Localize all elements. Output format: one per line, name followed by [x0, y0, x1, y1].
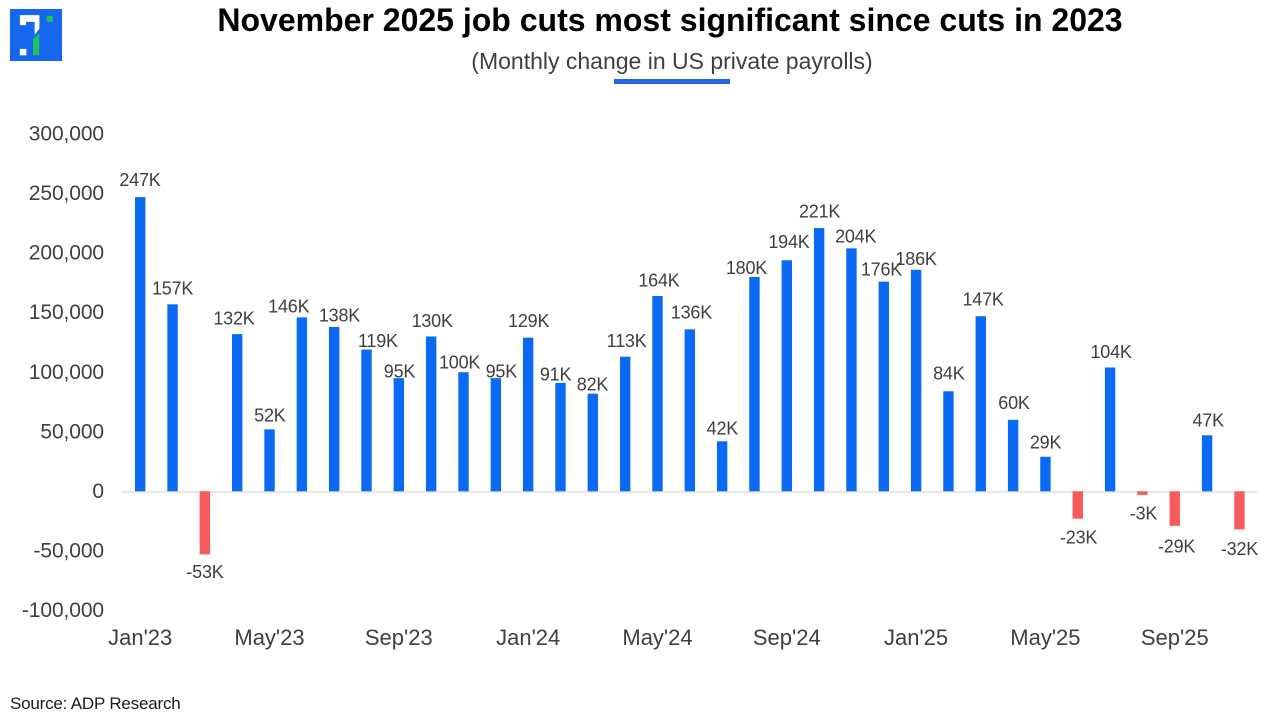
- svg-text:147K: 147K: [962, 289, 1003, 309]
- svg-text:-29K: -29K: [1158, 537, 1195, 557]
- svg-text:104K: 104K: [1090, 342, 1131, 362]
- svg-text:200,000: 200,000: [29, 242, 104, 265]
- svg-text:91K: 91K: [540, 365, 572, 385]
- svg-text:-50,000: -50,000: [33, 540, 104, 563]
- svg-text:52K: 52K: [254, 406, 286, 426]
- svg-text:176K: 176K: [861, 260, 902, 280]
- svg-text:47K: 47K: [1192, 411, 1224, 431]
- svg-text:84K: 84K: [933, 364, 965, 384]
- svg-text:300,000: 300,000: [29, 123, 104, 146]
- svg-text:113K: 113K: [607, 331, 647, 351]
- svg-text:-23K: -23K: [1060, 528, 1097, 548]
- svg-text:119K: 119K: [358, 331, 398, 351]
- svg-text:Jan'23: Jan'23: [108, 625, 172, 650]
- svg-text:138K: 138K: [319, 306, 360, 326]
- svg-text:250,000: 250,000: [29, 182, 104, 205]
- svg-text:247K: 247K: [119, 170, 160, 190]
- svg-text:180K: 180K: [726, 258, 767, 278]
- svg-text:Sep'24: Sep'24: [753, 625, 821, 650]
- svg-text:May'24: May'24: [622, 625, 692, 650]
- svg-text:100,000: 100,000: [29, 361, 104, 384]
- svg-text:136K: 136K: [671, 303, 712, 323]
- svg-text:186K: 186K: [895, 249, 936, 269]
- svg-text:29K: 29K: [1030, 433, 1062, 453]
- svg-text:157K: 157K: [152, 278, 193, 298]
- svg-text:0: 0: [92, 480, 104, 503]
- svg-text:Sep'23: Sep'23: [365, 625, 433, 650]
- svg-text:129K: 129K: [508, 311, 549, 331]
- svg-text:42K: 42K: [707, 418, 739, 438]
- svg-text:-53K: -53K: [186, 562, 223, 582]
- svg-text:-32K: -32K: [1221, 539, 1258, 559]
- svg-text:150,000: 150,000: [29, 301, 104, 324]
- svg-text:-3K: -3K: [1130, 503, 1158, 523]
- svg-text:May'25: May'25: [1010, 625, 1080, 650]
- svg-text:132K: 132K: [213, 309, 254, 329]
- svg-text:Sep'25: Sep'25: [1141, 625, 1209, 650]
- svg-text:-100,000: -100,000: [22, 599, 104, 622]
- svg-text:164K: 164K: [638, 270, 679, 290]
- svg-text:Jan'24: Jan'24: [496, 625, 560, 650]
- svg-text:204K: 204K: [835, 227, 876, 247]
- svg-text:194K: 194K: [768, 232, 809, 252]
- svg-text:221K: 221K: [799, 202, 840, 222]
- svg-text:82K: 82K: [577, 375, 609, 395]
- svg-text:130K: 130K: [412, 311, 453, 331]
- svg-text:60K: 60K: [998, 393, 1030, 413]
- svg-text:146K: 146K: [268, 296, 309, 316]
- svg-text:May'23: May'23: [234, 625, 304, 650]
- svg-text:95K: 95K: [384, 362, 416, 382]
- svg-text:50,000: 50,000: [40, 420, 104, 443]
- svg-text:100K: 100K: [439, 353, 480, 373]
- svg-text:Jan'25: Jan'25: [884, 625, 948, 650]
- svg-text:95K: 95K: [486, 362, 518, 382]
